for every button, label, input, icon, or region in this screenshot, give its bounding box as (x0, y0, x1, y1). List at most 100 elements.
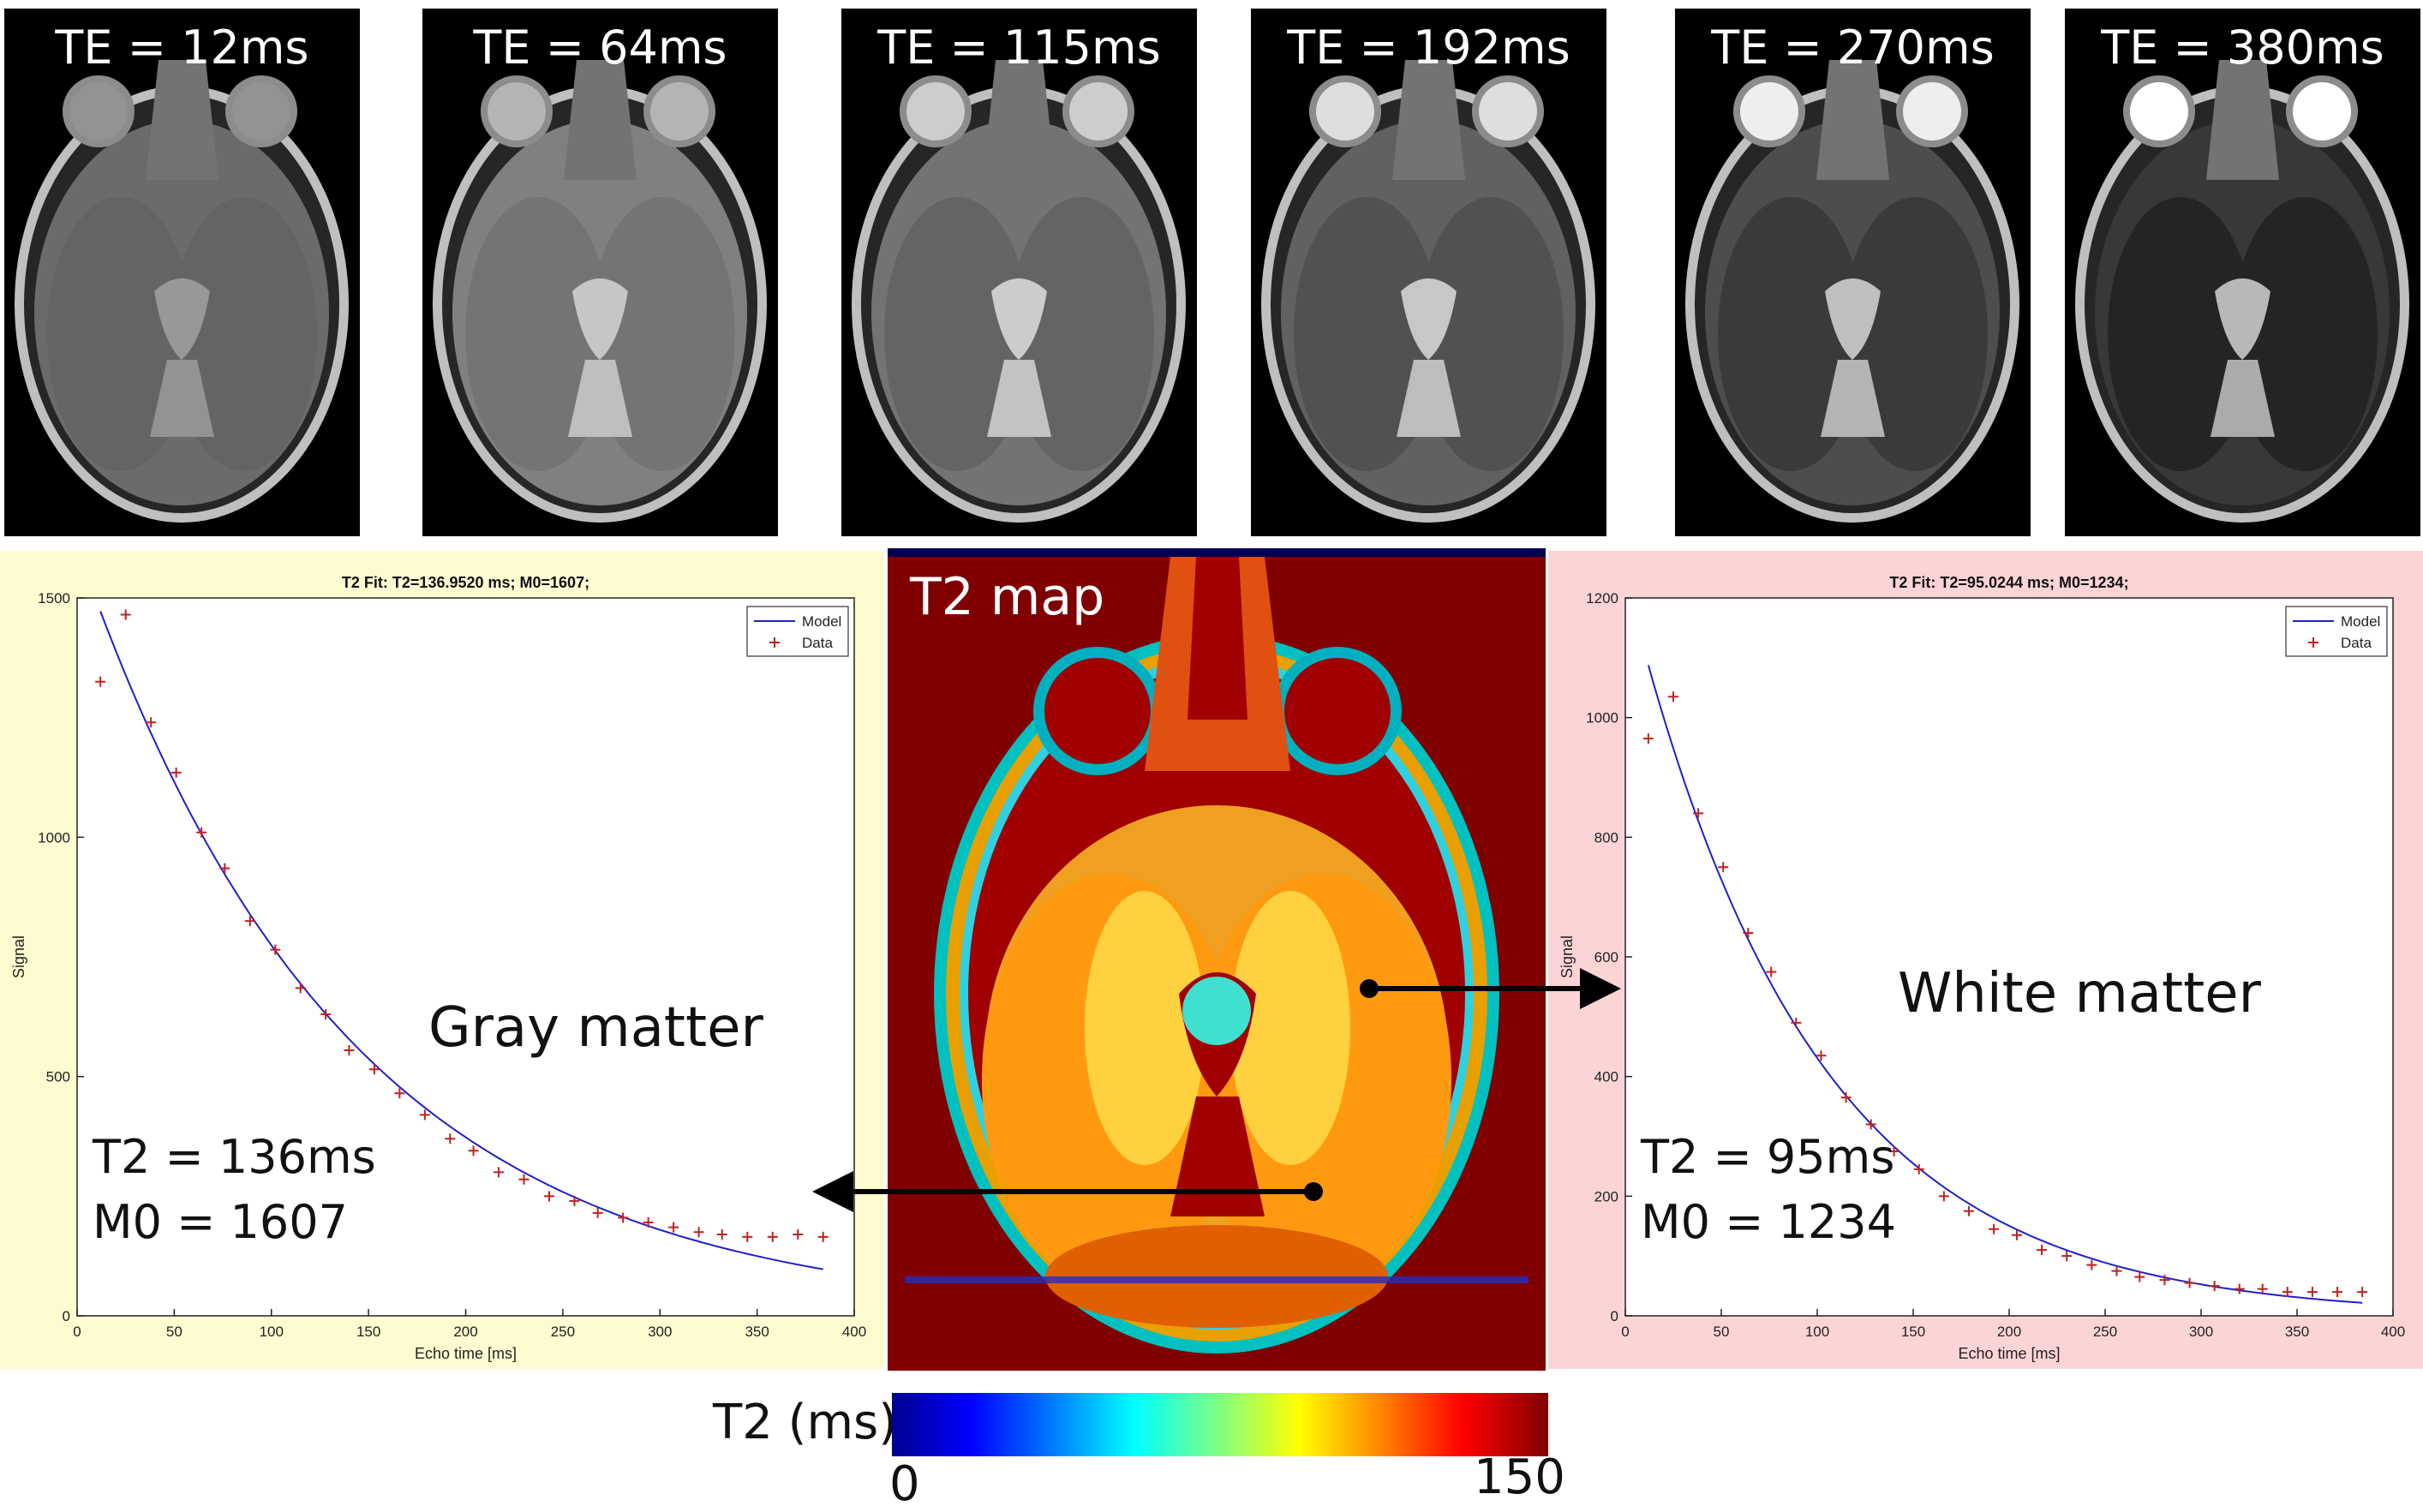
data-point (2011, 1229, 2022, 1240)
data-point (742, 1231, 753, 1242)
data-point (1668, 691, 1678, 702)
data-point (120, 609, 131, 620)
legend-model-label: Model (802, 613, 841, 630)
white-matter-label: White matter (1898, 962, 2261, 1025)
chart-title: T2 Fit: T2=95.0244 ms; M0=1234; (1889, 574, 2128, 591)
x-tick-label: 100 (1805, 1324, 1829, 1340)
data-point (2234, 1283, 2245, 1294)
echo-time-label: TE = 380ms (2101, 21, 2384, 75)
x-tick-label: 50 (166, 1324, 182, 1340)
t2-map-brain-illustration (888, 548, 1546, 1354)
white-matter-stats: T2 = 95ms M0 = 1234 (1641, 1125, 1896, 1255)
mri-slice-illustration (2075, 60, 2409, 523)
data-point (1888, 1145, 1900, 1156)
x-tick-label: 150 (1901, 1324, 1925, 1340)
white-matter-panel: T2 Fit: T2=95.0244 ms; M0=1234; 0 50 100 150… (1548, 551, 2423, 1369)
data-point (2257, 1283, 2268, 1294)
echo-image-3: TE = 115ms (841, 9, 1197, 536)
x-tick-label: 350 (745, 1324, 769, 1340)
mri-slice-illustration (1261, 60, 1595, 523)
echo-time-label: TE = 12ms (55, 21, 309, 75)
echo-image-6: TE = 380ms (2065, 9, 2420, 536)
data-point (2111, 1265, 2122, 1276)
data-point (244, 916, 255, 927)
y-tick-label: 1500 (38, 590, 70, 607)
data-point (146, 717, 157, 728)
y-axis-label: Signal (1558, 935, 1576, 978)
data-point (693, 1227, 704, 1238)
data-point (767, 1231, 778, 1242)
x-tick-label: 250 (2093, 1324, 2117, 1340)
data-point (2184, 1277, 2195, 1288)
x-tick-label: 200 (1997, 1324, 2021, 1340)
model-curve (1647, 665, 2363, 1304)
legend-data-swatch (2308, 637, 2318, 648)
x-tick-label: 400 (842, 1324, 866, 1340)
y-tick-label: 1000 (1586, 710, 1618, 726)
data-point (2332, 1287, 2343, 1298)
data-point (1989, 1223, 2000, 1234)
x-tick-label: 100 (260, 1324, 284, 1340)
legend-box (2285, 606, 2388, 657)
echo-time-label: TE = 64ms (473, 21, 727, 75)
data-point (1840, 1092, 1852, 1103)
echo-time-label: TE = 192ms (1287, 21, 1570, 75)
data-point (2209, 1281, 2220, 1292)
x-tick-label: 0 (1621, 1324, 1629, 1340)
data-point (1693, 808, 1704, 819)
data-point (643, 1217, 654, 1228)
data-point (817, 1231, 829, 1242)
data-point (2282, 1287, 2293, 1298)
legend-data-swatch (769, 637, 780, 648)
legend-data-label: Data (2341, 635, 2372, 651)
y-tick-label: 800 (1594, 829, 1618, 846)
data-point (320, 1009, 332, 1020)
x-tick-label: 200 (453, 1324, 477, 1340)
data-point (368, 1064, 380, 1075)
data-point (1913, 1163, 1924, 1174)
data-point (1718, 862, 1729, 873)
echo-time-label: TE = 270ms (1711, 21, 1995, 75)
colorbar-label: T2 (ms) (713, 1395, 898, 1450)
y-tick-label: 1000 (38, 829, 70, 846)
gray-matter-panel: T2 Fit: T2=136.9520 ms; M0=1607; 0 50 100 15… (0, 551, 884, 1369)
plot-area (1624, 597, 2394, 1317)
gray-t2-value: T2 = 136ms (93, 1130, 376, 1184)
x-axis-label: Echo time [ms] (1958, 1345, 2060, 1362)
data-point (171, 767, 182, 778)
data-point (2357, 1287, 2368, 1298)
echo-time-label: TE = 115ms (877, 21, 1161, 75)
data-point (544, 1191, 555, 1202)
data-point (618, 1212, 629, 1223)
white-m0-value: M0 = 1234 (1641, 1195, 1896, 1249)
data-point (494, 1167, 505, 1178)
data-point (2037, 1245, 2048, 1256)
y-tick-label: 500 (46, 1069, 70, 1085)
white-t2-value: T2 = 95ms (1641, 1130, 1895, 1184)
mri-slice-illustration (15, 60, 349, 523)
data-point (793, 1229, 804, 1240)
y-tick-label: 0 (1611, 1308, 1618, 1324)
data-point (2159, 1275, 2170, 1286)
data-point (1865, 1119, 1876, 1130)
legend-data-label: Data (802, 635, 833, 651)
echo-image-4: TE = 192ms (1251, 9, 1606, 536)
data-point (2086, 1259, 2097, 1270)
data-point (592, 1207, 603, 1218)
y-tick-label: 1200 (1586, 590, 1618, 607)
plot-area (76, 597, 855, 1317)
y-axis-label: Signal (10, 935, 27, 978)
data-point (1766, 966, 1777, 977)
echo-image-2: TE = 64ms (422, 9, 778, 536)
data-point (270, 944, 281, 955)
x-tick-label: 150 (356, 1324, 380, 1340)
mri-slice-illustration (1685, 60, 2019, 523)
x-axis-label: Echo time [ms] (415, 1345, 517, 1362)
data-point (1816, 1050, 1827, 1061)
y-tick-label: 200 (1594, 1188, 1618, 1204)
data-point (419, 1109, 430, 1121)
mri-slice-illustration (852, 60, 1186, 523)
data-point (2134, 1271, 2145, 1282)
gray-matter-stats: T2 = 136ms M0 = 1607 (93, 1125, 376, 1255)
data-point (1938, 1191, 1949, 1202)
